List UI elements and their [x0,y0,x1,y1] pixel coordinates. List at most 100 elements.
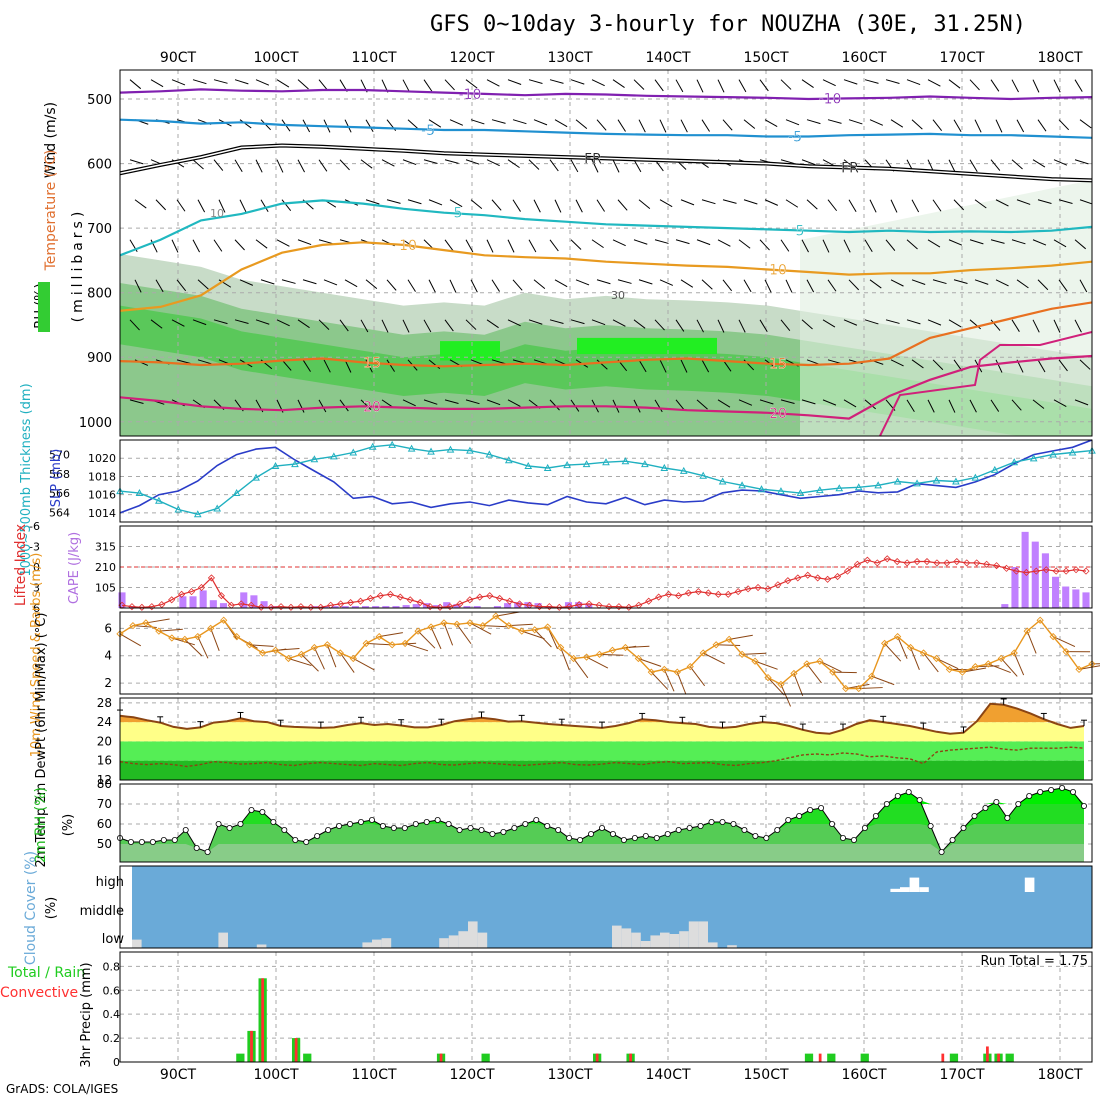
wind-barb [192,239,200,253]
cloud-low-bar [679,931,689,948]
thickness-point [835,484,844,492]
wind-barb [932,119,943,132]
cloud-low-bar [362,942,372,948]
wind-speed-point [868,672,876,680]
wind-barb-10m [521,630,545,640]
cape-bar [412,604,420,608]
wind-barb [801,79,814,88]
rh-point [730,821,737,828]
slp-tick-label: 1014 [88,507,116,520]
lifted-index-point [1012,567,1020,575]
wind-tick-label: 6 [104,621,112,635]
wind-barb [927,239,941,248]
lifted-index-point [704,589,712,597]
wind-barb-10m [767,677,785,696]
wind-speed-point [1049,632,1057,641]
wind-barb-10m [404,642,429,652]
wind-barb [465,319,477,330]
wind-barb [785,199,799,208]
wind-barb [743,119,756,129]
rh-point [741,827,748,834]
wind-barb [759,319,768,333]
slp-ylabel: SLP (mb) [49,449,64,508]
lifted-index-point [356,597,365,605]
wind-barb [281,279,296,284]
wind-barb [318,239,333,245]
wind-speed-point [647,668,655,676]
rh-point [763,835,770,842]
time-tick-bottom: 180CT [1037,1067,1082,1083]
pressure-tick-label: 800 [87,287,112,302]
lifted-index-point [515,600,524,608]
wind-barb [297,239,312,246]
lifted-index-point [426,603,434,611]
cape-bar [473,606,481,608]
wind-barb [701,119,710,132]
rh-point [971,813,978,820]
wind-barb [617,279,632,284]
wind-barb [906,399,915,413]
rh-point [127,839,134,846]
wind-barb [738,239,751,249]
lifted-index-point [744,585,752,593]
wind-barb-10m [819,660,842,673]
wind-speed-point [621,643,630,652]
thickness-point [524,462,533,470]
cape-bar [209,600,217,608]
wind-barb [780,159,795,165]
wind-speed-point [582,653,591,661]
wind-barb [743,199,758,205]
thickness-point [1049,450,1057,458]
lifted-index-ylabel: Lifted Index [13,524,29,606]
rh-point [818,805,825,812]
wind-speed-point [129,622,137,630]
cape-bar [351,606,359,608]
lifted-index-point [764,585,772,593]
wind-barb [507,239,515,253]
rh-tick-label: 60 [97,817,112,831]
thickness-point [563,461,571,469]
wind-barb [932,279,947,285]
humidity-layer-group [120,180,1092,436]
lifted-index-point [197,583,206,592]
cape-lifted-panel: 105 210 315 6 3 0 -3 -6 [29,520,1092,615]
wind-barb [864,319,879,325]
lifted-index-point [625,603,633,611]
wind-barb [528,79,543,84]
precip-conv-bar [997,1053,1000,1062]
wind-barb [444,399,459,405]
rh-point [423,819,430,826]
li-tick-label: 0 [33,561,40,574]
wind-speed-point [310,643,319,652]
rh-legend-swatch [38,282,50,332]
cape-bar [1082,592,1090,608]
isotherm-line [120,241,1092,312]
precip-tick-label: 0.6 [103,984,121,997]
wind-barb [890,119,904,128]
rh-point [883,801,890,808]
thickness-point [602,458,610,466]
temp2m-ylabel: 2m Temp 2m DewPt (6hr Min/Max) (°C) [34,613,49,868]
precip-total-bar [860,1053,869,1062]
wind-barb-10m [1000,658,1018,677]
thickness-point [1068,448,1077,456]
wind-speed-point [323,641,331,649]
wind-barb [297,319,310,329]
cloud-high-bar [890,888,900,892]
wind-barb [234,159,243,172]
wind-barb [906,79,921,86]
wind-speed-point [660,665,668,674]
thickness-point [757,485,766,493]
lifted-index-point [1002,564,1011,572]
wind-barb [1011,79,1019,93]
wind-barb [1079,119,1092,129]
wind-barb [885,79,900,84]
lifted-index-point [863,556,871,564]
wind-barb-10m [145,618,170,624]
wind-barb [491,199,502,211]
wind-barb [381,319,389,333]
wind-barb-10m [702,652,725,665]
wind-barb [1016,279,1029,289]
wind-barb [743,279,752,293]
wind-barb [1011,399,1022,411]
